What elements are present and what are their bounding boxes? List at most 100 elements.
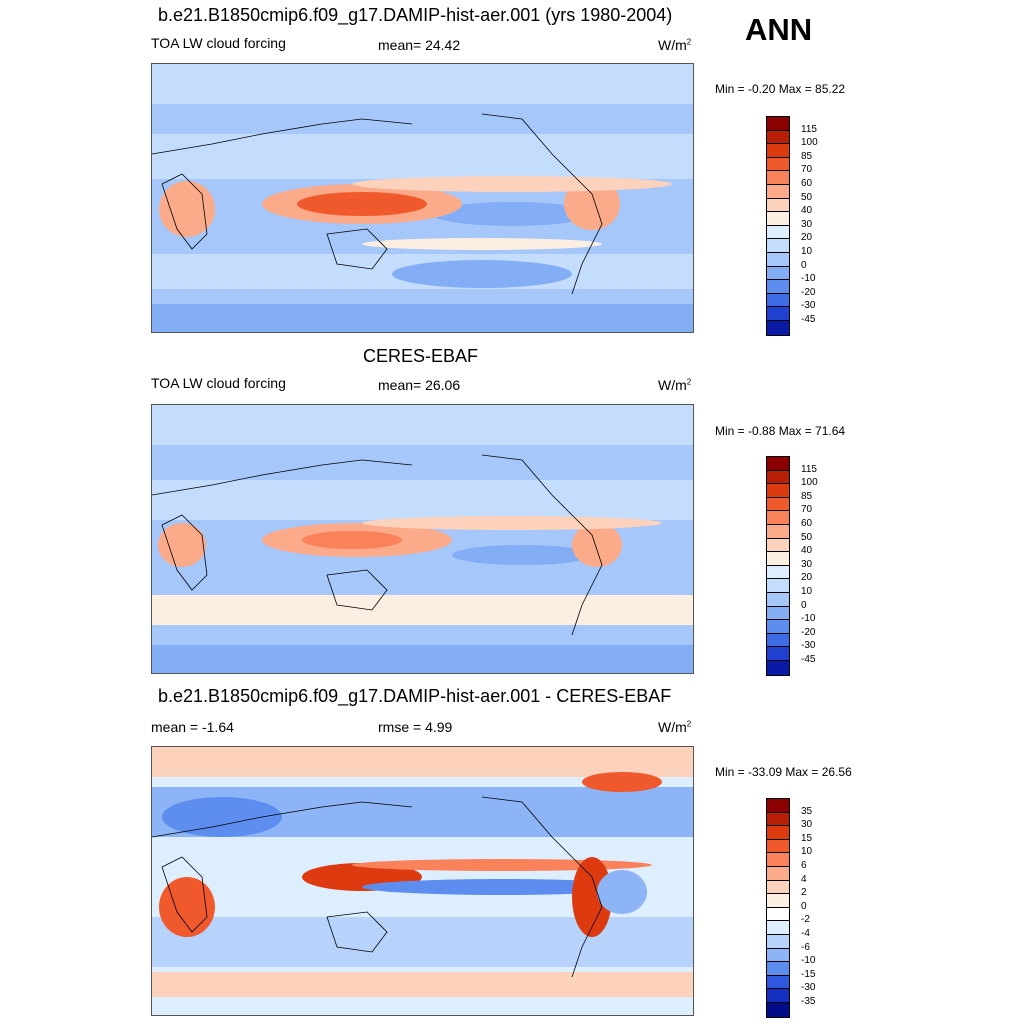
colorbar-box (767, 660, 789, 675)
colorbar-tick-label: -30 (801, 300, 816, 312)
colorbar-tick-label: 15 (801, 832, 813, 844)
colorbar-tick-label: -45 (801, 654, 816, 665)
coastline-africa (161, 173, 208, 250)
colorbar-box (767, 497, 789, 512)
colorbar-tick-label: -30 (801, 640, 816, 652)
coastline-africa (161, 856, 208, 933)
panel2-map-svg (152, 405, 693, 673)
colorbar-tick-label: 100 (801, 477, 818, 489)
colorbar-tick-label: 50 (801, 191, 813, 203)
colorbar-box (767, 606, 789, 621)
colorbar-tick-label: -15 (801, 968, 816, 980)
equatorial-low (362, 879, 642, 895)
colorbar-tick-label: 100 (801, 137, 818, 149)
itcz-high (352, 859, 652, 871)
south-pacific-low (392, 260, 572, 288)
colorbar-tick-label: 40 (801, 205, 813, 217)
panel1-map (151, 63, 694, 333)
colorbar-box (767, 538, 789, 553)
coastline-americas (481, 454, 603, 636)
panel3-units: W/m2 (658, 719, 691, 735)
colorbar-box (767, 812, 789, 827)
colorbar-box (767, 579, 789, 593)
colorbar-box (767, 620, 789, 634)
colorbar-box (767, 171, 789, 185)
colorbar-box (767, 989, 789, 1003)
panel3-mean-label: mean = -1.64 (151, 719, 234, 735)
colorbar-box (767, 880, 789, 895)
colorbar-tick-label: 0 (801, 900, 807, 912)
units-text: W/m (658, 37, 687, 53)
panel3-map (151, 746, 694, 1016)
colorbar-box (767, 894, 789, 908)
panel2-title: CERES-EBAF (363, 346, 479, 366)
colorbar-box (767, 907, 789, 922)
coastline-africa (161, 514, 208, 591)
colorbar-box (767, 484, 789, 498)
colorbar-box (767, 184, 789, 199)
colorbar-box (767, 470, 789, 485)
northern-midlat-band (152, 480, 693, 520)
colorbar-tick-label: 35 (801, 805, 813, 817)
panel1-minmax: Min = -0.20 Max = 85.22 (715, 82, 846, 96)
coastline-americas (481, 113, 603, 295)
colorbar-box (767, 157, 789, 172)
panel3-colorbar (766, 798, 790, 1018)
colorbar-tick-label: 30 (801, 558, 813, 570)
colorbar-tick-label: 30 (801, 218, 813, 230)
colorbar-tick-label: 20 (801, 572, 813, 584)
colorbar-tick-label: -10 (801, 273, 816, 285)
subtropical-low (452, 545, 592, 565)
units-superscript: 2 (686, 37, 692, 47)
itcz-band (352, 176, 672, 192)
colorbar-box (767, 934, 789, 949)
panel1-map-svg (152, 64, 693, 332)
panel2-units: W/m2 (658, 377, 691, 393)
asia-low (162, 797, 282, 837)
southern-midlat-band (152, 595, 693, 625)
southern-band (152, 917, 693, 967)
panel1-units: W/m2 (658, 37, 691, 53)
warm-pool-core (302, 531, 402, 549)
colorbar-box (767, 266, 789, 281)
colorbar-box (767, 962, 789, 976)
colorbar-tick-label: 115 (801, 463, 817, 475)
colorbar-box (767, 511, 789, 525)
colorbar-box (767, 552, 789, 566)
colorbar-tick-label: 10 (801, 586, 813, 597)
amazon-high (572, 523, 622, 567)
subtropical-low (432, 202, 592, 226)
colorbar-tick-label: 2 (801, 887, 807, 899)
coastline-australia (326, 569, 388, 611)
panel2-minmax: Min = -0.88 Max = 71.64 (715, 424, 846, 438)
colorbar-tick-label: 6 (801, 860, 807, 871)
panel1-title: b.e21.B1850cmip6.f09_g17.DAMIP-hist-aer.… (158, 5, 673, 25)
antarctic-band (152, 304, 693, 332)
panel2-map (151, 404, 694, 674)
units-superscript: 2 (686, 719, 692, 729)
africa-high (158, 523, 206, 567)
spcz-band (362, 238, 602, 250)
colorbar-box (767, 212, 789, 226)
antarctic-band (152, 645, 693, 673)
colorbar-tick-label: -6 (801, 941, 810, 953)
panel2-colorbar (766, 456, 790, 676)
units-superscript: 2 (686, 377, 692, 387)
panel3-rmse-label: rmse = 4.99 (378, 719, 453, 735)
panel3-minmax: Min = -33.09 Max = 26.56 (715, 765, 852, 779)
colorbar-tick-label: 85 (801, 490, 813, 502)
units-text: W/m (658, 719, 687, 735)
colorbar-box (767, 647, 789, 661)
colorbar-box (767, 198, 789, 213)
colorbar-box (767, 565, 789, 580)
colorbar-box (767, 948, 789, 963)
coastline-eurasia (152, 459, 413, 496)
coastline-australia (326, 911, 388, 953)
colorbar-box (767, 866, 789, 881)
panel3-title: b.e21.B1850cmip6.f09_g17.DAMIP-hist-aer.… (158, 686, 672, 706)
colorbar-box (767, 293, 789, 308)
arctic-band (152, 405, 693, 445)
arctic-band (152, 64, 693, 104)
colorbar-box (767, 280, 789, 294)
colorbar-tick-label: -20 (801, 626, 816, 638)
